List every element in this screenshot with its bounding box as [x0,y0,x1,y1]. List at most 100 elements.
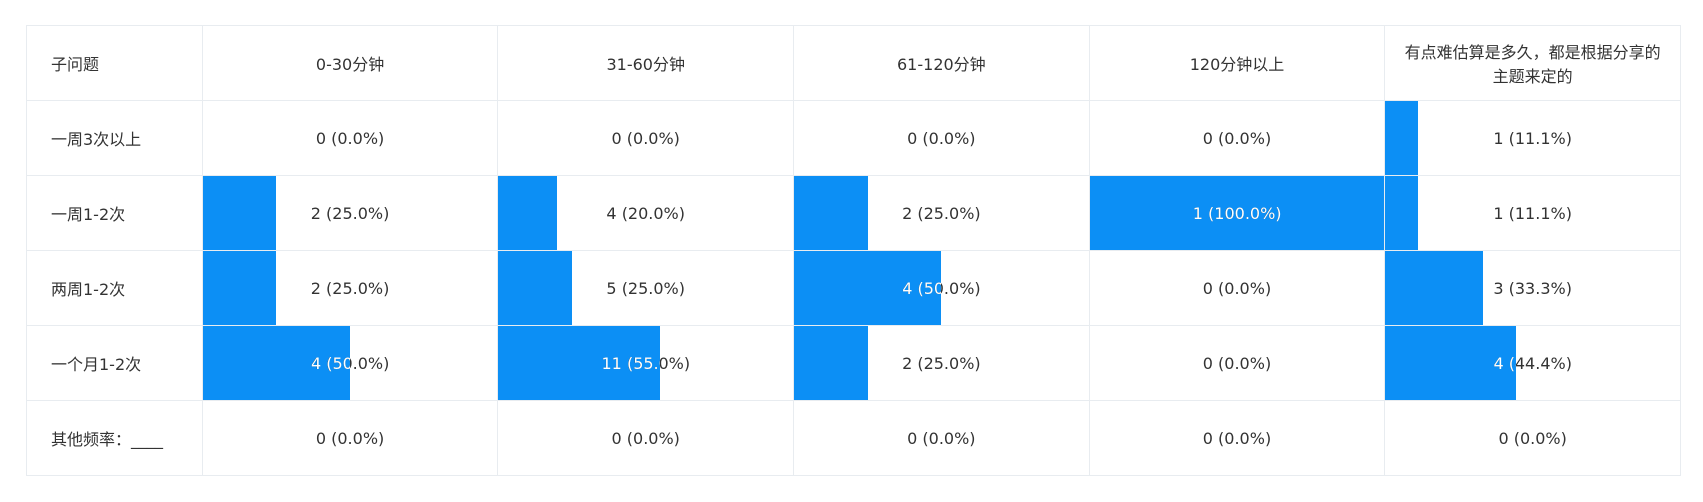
cell-value-label: 11 (55.0%) [601,353,691,373]
data-cell: 1 (100.0%) 1 (100.0%) [1088,175,1386,251]
table-body: 一周3次以上 0 (0.0%) 0 (0.0%) 0 (0.0%) 0 (0.0%) 1 … [26,100,1681,476]
cell-value-label: 0 (0.0%) [611,128,680,148]
cell-value-label-white: 11 (55.0%) [601,353,661,373]
column-header: 31-60分钟 [497,25,795,101]
crosstab-table-container: 子问题 0-30分钟 31-60分钟 61-120分钟 120分钟以上 有点难估算是多久，… [26,25,1681,476]
column-header: 0-30分钟 [201,25,499,101]
cell-value-label-white: 2 (25.0%) [203,176,277,250]
data-cell: 0 (0.0%) [1384,400,1681,476]
percent-bar [1385,176,1419,250]
column-header-subquestion: 子问题 [26,25,203,101]
cell-value-label: 0 (0.0%) [315,428,385,448]
row-label: 两周1-2次 [26,250,203,326]
cell-value-label: 0 (0.0%) [315,128,385,148]
cell-value-label: 2 (25.0%) [902,203,981,223]
data-cell: 0 (0.0%) [1088,250,1386,326]
column-header: 120分钟以上 [1088,25,1386,101]
data-cell: 11 (55.0%)11 (55.0%) [497,325,795,401]
cell-value-label: 4 (44.4%) [1493,353,1572,373]
cell-value-label-white: 4 (20.0%) [498,176,557,250]
cell-value-label: 3 (33.3%) [1493,278,1572,298]
row-label: 其他频率：____ [26,400,203,476]
data-cell: 2 (25.0%) 2 (25.0%) [201,175,499,251]
cell-value-label-white: 2 (25.0%) [794,326,868,400]
column-header: 61-120分钟 [793,25,1090,101]
cell-value-label-on-bar: 2 (25.0%) [794,176,868,250]
data-cell: 1 (11.1%) 1 (11.1%) [1384,175,1681,251]
cell-value-label-white: 1 (11.1%) [1385,101,1418,175]
cell-value-label-on-bar: 4 (20.0%) [498,176,557,250]
row-label: 一个月1-2次 [26,325,203,401]
table-row: 一周3次以上 0 (0.0%) 0 (0.0%) 0 (0.0%) 0 (0.0%) 1 … [26,100,1681,176]
percent-bar [498,176,558,250]
cell-value-label-white: 1 (100.0%) [1192,203,1282,223]
cell-value-label-white: 2 (25.0%) [203,251,277,325]
percent-bar [794,251,942,325]
cell-value-label-white: 1 (11.1%) [1385,176,1418,250]
data-cell: 0 (0.0%) [201,400,499,476]
cell-value-label: 0 (0.0%) [1498,428,1567,448]
cell-value-label-white: 4 (44.4%) [1493,353,1517,373]
header-row: 子问题 0-30分钟 31-60分钟 61-120分钟 120分钟以上 有点难估算是多久，… [26,25,1681,101]
data-cell: 0 (0.0%) [793,100,1090,176]
cell-value-label-on-bar: 11 (55.0%) [498,326,661,400]
row-label: 一周3次以上 [26,100,203,176]
cell-value-label: 0 (0.0%) [611,428,680,448]
data-cell: 0 (0.0%) [1088,325,1386,401]
cell-value-label-white: 2 (25.0%) [794,176,868,250]
cell-value-label-on-bar: 1 (11.1%) [1385,176,1418,250]
percent-bar [202,251,277,325]
crosstab-table: 子问题 0-30分钟 31-60分钟 61-120分钟 120分钟以上 有点难估算是多久，… [26,25,1681,476]
data-cell: 0 (0.0%) [497,100,795,176]
cell-value-label: 5 (25.0%) [606,278,685,298]
cell-value-label: 1 (100.0%) [1192,203,1282,223]
data-cell: 0 (0.0%) [793,400,1090,476]
percent-bar [1385,326,1517,400]
cell-value-label-on-bar: 1 (100.0%) [1090,176,1385,250]
percent-bar [498,326,661,400]
data-cell: 4 (44.4%)4 (44.4%) [1384,325,1681,401]
percent-bar [202,326,351,400]
percent-bar [202,176,277,250]
percent-bar [1385,251,1484,325]
cell-value-label: 0 (0.0%) [1202,278,1272,298]
cell-value-label-on-bar: 1 (11.1%) [1385,101,1418,175]
table-row: 两周1-2次2 (25.0%)2 (25.0%)5 (25.0%)5 (25.0… [26,250,1681,326]
data-cell: 3 (33.3%) 3 (33.3%) [1384,250,1681,326]
cell-value-label: 4 (50.0%) [310,353,390,373]
cell-value-label-on-bar: 2 (25.0%) [203,176,277,250]
percent-bar [498,251,573,325]
row-label: 一周1-2次 [26,175,203,251]
cell-value-label: 0 (0.0%) [907,128,976,148]
cell-value-label: 2 (25.0%) [310,203,390,223]
cell-value-label: 1 (11.1%) [1493,128,1572,148]
cell-value-label-on-bar: 3 (33.3%) [1385,251,1483,325]
data-cell: 1 (11.1%) 1 (11.1%) [1384,100,1681,176]
data-cell: 0 (0.0%) [497,400,795,476]
column-header: 有点难估算是多久，都是根据分享的主题来定的 [1384,25,1681,101]
cell-value-label-white: 4 (50.0%) [902,278,942,298]
data-cell: 2 (25.0%) 2 (25.0%) [201,250,499,326]
data-cell: 4 (50.0%)4 (50.0%) [201,325,499,401]
cell-value-label: 0 (0.0%) [1202,428,1272,448]
cell-value-label: 2 (25.0%) [902,353,981,373]
cell-value-label-on-bar: 2 (25.0%) [794,326,868,400]
data-cell: 2 (25.0%) 2 (25.0%) [793,175,1090,251]
cell-value-label-on-bar: 4 (50.0%) [203,326,350,400]
data-cell: 0 (0.0%) [1088,100,1386,176]
cell-value-label: 2 (25.0%) [310,278,390,298]
data-cell: 4 (20.0%) 4 (20.0%) [497,175,795,251]
table-row: 其他频率：____ 0 (0.0%) 0 (0.0%) 0 (0.0%) 0 (0.0%… [26,400,1681,476]
cell-value-label: 1 (11.1%) [1493,203,1572,223]
data-cell: 2 (25.0%) 2 (25.0%) [793,325,1090,401]
cell-value-label-on-bar: 4 (50.0%) [794,251,941,325]
cell-value-label: 0 (0.0%) [907,428,976,448]
cell-value-label-on-bar: 4 (44.4%) [1385,326,1517,400]
percent-bar [1385,101,1419,175]
data-cell: 0 (0.0%) [201,100,499,176]
data-cell: 0 (0.0%) [1088,400,1386,476]
percent-bar [794,326,868,400]
cell-value-label: 4 (50.0%) [902,278,981,298]
cell-value-label-white: 5 (25.0%) [498,251,572,325]
cell-value-label: 0 (0.0%) [1202,353,1272,373]
